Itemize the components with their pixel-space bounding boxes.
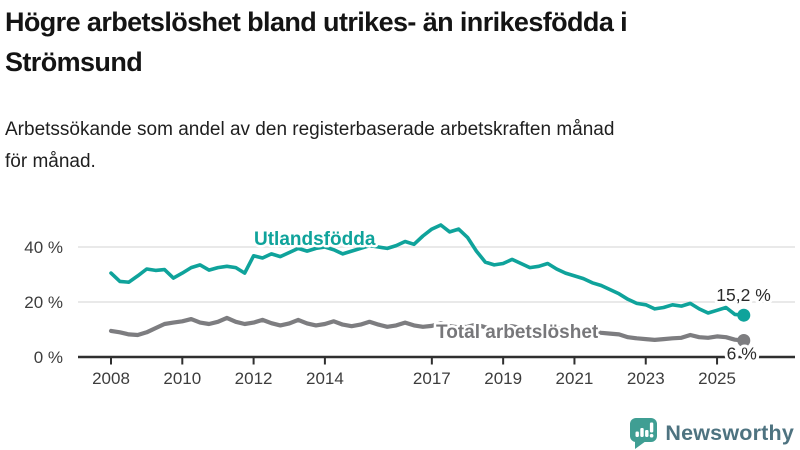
x-tick-label: 2008 <box>92 369 130 388</box>
series-line-total-arbetsloshet <box>108 315 746 343</box>
x-tick-label: 2017 <box>413 369 451 388</box>
y-tick-label: 0 % <box>34 348 63 367</box>
x-tick-label: 2019 <box>484 369 522 388</box>
y-tick-label: 20 % <box>24 293 63 312</box>
subtitle-line-2: för månad. <box>5 151 96 172</box>
series-line-utlandsfodda <box>109 223 746 318</box>
chart-subtitle: Arbetssökande som andel av den registerb… <box>5 114 795 178</box>
x-tick-label: 2025 <box>698 369 736 388</box>
end-dot-total-arbetsloshet <box>737 334 751 347</box>
y-tick-label: 40 % <box>24 238 63 257</box>
newsworthy-logo-icon <box>630 417 658 449</box>
x-tick-label: 2010 <box>163 369 201 388</box>
x-tick-label: 2023 <box>627 369 665 388</box>
subtitle-line-1: Arbetssökande som andel av den registerb… <box>5 119 615 140</box>
gridlines <box>78 246 795 303</box>
end-value-label-total-arbetsloshet: 6 % <box>727 344 757 364</box>
series-label-utlandsfodda: Utlandsfödda <box>254 229 376 250</box>
page-title: Högre arbetslöshet bland utrikes- än inr… <box>5 2 785 82</box>
x-axis <box>78 355 795 365</box>
end-dot-utlandsfodda <box>737 308 751 322</box>
axis-tick-labels: 2008 2010 2012 2014 2017 2019 2021 2023 2025 0 % 2… <box>24 238 736 388</box>
brand-name: Newsworthy <box>665 420 794 445</box>
title-line-2: Strömsund <box>5 47 143 77</box>
title-line-1: Högre arbetslöshet bland utrikes- än inr… <box>5 7 628 37</box>
x-tick-label: 2012 <box>235 369 273 388</box>
newsworthy-branding: Newsworthy <box>629 416 794 450</box>
series-label-total-arbetsloshet: Total arbetslöshet <box>436 322 599 343</box>
x-tick-label: 2021 <box>556 369 594 388</box>
x-tick-label: 2014 <box>306 369 344 388</box>
end-value-label-utlandsfodda: 15,2 % <box>716 285 770 305</box>
